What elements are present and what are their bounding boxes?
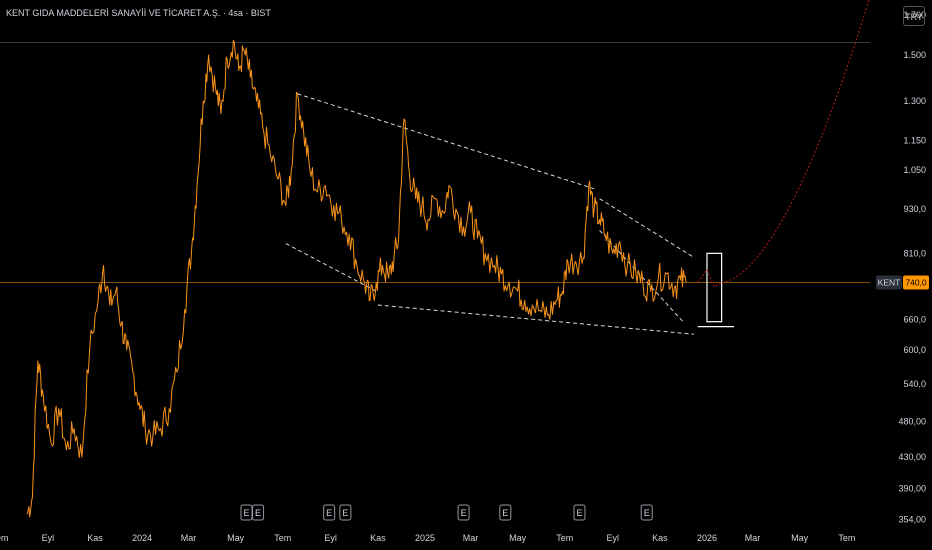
grid [0,41,870,283]
y-tick-label: 930,0 [903,204,926,214]
earnings-marker-box [640,504,653,521]
earnings-marker-box [240,504,253,521]
earnings-marker-box [457,504,470,521]
earnings-marker: E [323,504,336,521]
x-tick-label: 2024 [132,533,152,543]
price-badge [903,275,929,290]
y-tick-label: 1.050 [903,165,926,175]
x-tick-label: May [227,533,245,543]
y-tick-label: 390,00 [898,484,926,494]
projection-curve [721,0,870,283]
x-tick-label: Tem [838,533,855,543]
x-tick-label: Tem [274,533,291,543]
x-tick-label: Eyl [324,533,337,543]
y-tick-label: 1.300 [903,96,926,106]
x-tick-label: Eyl [42,533,55,543]
x-tick-label: Kas [370,533,386,543]
x-tick-label: 2025 [415,533,435,543]
earnings-marker: E [640,504,653,521]
x-tick-label: Mar [181,533,197,543]
earnings-marker-box [339,504,352,521]
lower-channel-arm-line [285,243,377,292]
price-axis[interactable]: 1.700 1.500 1.300 1.150 1.050 930,0 810,0 660,0… [898,10,926,525]
x-tick-label: Eyl [606,533,619,543]
y-tick-label: 1.700 [903,10,926,20]
projection-path [697,268,722,288]
price-badge-label: 740,0 [905,277,927,287]
y-tick-label: 540,0 [903,379,926,389]
x-tick-label: 2026 [697,533,717,543]
chart-annotations [285,0,870,335]
y-tick-label: 1.500 [903,50,926,60]
earnings-marker-label: E [644,508,650,518]
upper-channel-line [297,93,595,190]
y-tick-label: 480,00 [898,417,926,427]
target-box [706,252,723,323]
earnings-marker: E [339,504,352,521]
y-tick-label: 430,00 [898,452,926,462]
earnings-marker-label: E [576,508,582,518]
earnings-marker-label: E [255,508,261,518]
x-tick-label: Mar [745,533,761,543]
earnings-marker: E [252,504,265,521]
earnings-marker-box [323,504,336,521]
earnings-marker: E [499,504,512,521]
x-tick-label: Tem [0,533,9,543]
price-line [26,39,687,518]
x-tick-label: Tem [556,533,573,543]
wedge-upper-line [599,198,695,258]
earnings-marker-label: E [461,508,467,518]
y-tick-label: 660,0 [903,314,926,324]
x-tick-label: Mar [463,533,479,543]
y-tick-label: 600,0 [903,345,926,355]
symbol-badge-label: KENT [878,277,901,287]
lower-channel-line [377,304,694,335]
y-tick-label: 810,0 [903,248,926,258]
earnings-marker-box [573,504,586,521]
earnings-marker: E [573,504,586,521]
earnings-marker-label: E [502,508,508,518]
earnings-marker-label: E [342,508,348,518]
x-tick-label: Kas [87,533,103,543]
price-series [26,39,687,518]
earnings-marker-box [252,504,265,521]
earnings-marker-label: E [243,508,249,518]
time-axis[interactable]: Tem Eyl Kas 2024 Mar May Tem Eyl Kas 2025 Mar May Te… [0,533,855,543]
x-tick-label: May [791,533,809,543]
symbol-title[interactable]: KENT GIDA MADDELERİ SANAYİİ VE TİCARET A… [6,8,271,18]
x-tick-label: Kas [652,533,668,543]
x-tick-label: May [509,533,527,543]
currency-button[interactable]: TRY [903,6,925,26]
earnings-marker-label: E [326,508,332,518]
earnings-marker: E [457,504,470,521]
symbol-badge [876,275,902,290]
y-tick-label: 354,00 [898,515,926,525]
current-price-marker: KENT 740,0 [876,275,929,290]
y-tick-label: 1.150 [903,136,926,146]
earnings-marker: E [240,504,253,521]
earnings-marker-box [499,504,512,521]
